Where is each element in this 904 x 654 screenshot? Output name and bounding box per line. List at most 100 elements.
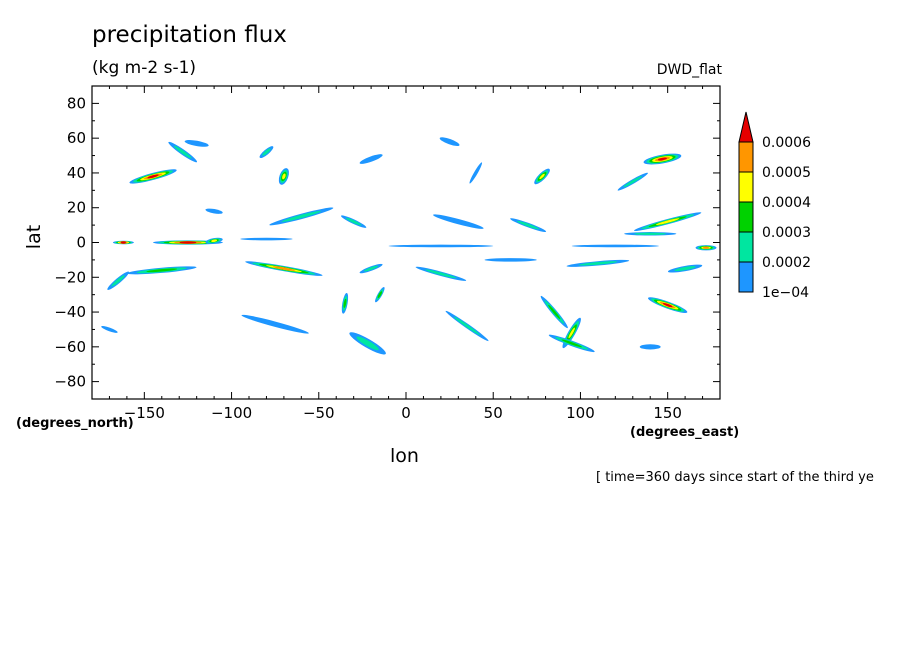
precip-feature [241,314,309,334]
precip-contour-level-1 [173,145,192,159]
precip-contour-level-2 [377,291,383,299]
precip-feature [643,153,682,165]
precip-contour-level-1 [281,210,322,222]
precip-feature [269,207,334,226]
y-tick-label: 40 [67,164,86,182]
precip-contour-level-3 [568,327,575,339]
precip-feature [205,237,223,244]
precip-feature [484,258,537,262]
precip-feature [112,240,134,245]
precip-feature [205,208,223,214]
precip-contour-level-1 [356,336,379,351]
x-units-label: (degrees_east) [630,425,740,440]
precip-contour-level-0 [101,326,118,333]
precip-contour-level-5 [657,157,668,161]
y-tick-label: 20 [67,199,86,217]
y-tick-label: 80 [67,94,86,112]
precip-feature [695,245,717,251]
precip-feature [259,146,274,159]
chart-units: (kg m-2 s-1) [92,58,197,78]
colorbar-label: 0.0004 [762,195,811,211]
colorbar-label: 0.0003 [762,225,811,241]
precip-feature [617,172,648,191]
y-tick-label: −60 [54,338,86,356]
precip-feature [469,162,483,184]
precip-feature [415,266,467,281]
precip-contour-level-3 [539,173,545,180]
precip-feature [101,326,118,333]
x-axis-label: lon [390,445,419,467]
precip-contour-level-2 [146,268,178,273]
precip-feature [278,168,289,185]
dataset-label: DWD_flat [656,62,722,78]
precip-feature [375,287,385,303]
precip-contour-level-3 [211,239,218,243]
colorbar: 1e−04 0.0002 0.0003 0.0004 0.0005 0.0006 [738,111,811,301]
precip-feature [127,266,197,275]
precip-contour-level-1 [578,261,618,266]
precip-feature [433,214,484,229]
precip-contour-level-3 [282,173,286,180]
precip-contour-level-0 [469,162,483,184]
precip-contour-level-0 [639,344,661,350]
precip-contour-level-5 [120,241,126,244]
colorbar-swatch-1 [738,231,754,263]
precip-feature [633,212,702,232]
y-tick-label: −40 [54,303,86,321]
x-tick-label: 100 [566,404,595,422]
precip-contour-level-4 [703,246,710,249]
colorbar-swatch-2 [738,201,754,233]
precip-feature [107,271,129,290]
precip-contour-level-1 [517,220,540,230]
precip-contour-level-1 [425,269,457,279]
precip-feature [571,244,659,248]
time-footnote: [ time=360 days since start of the third… [596,470,874,485]
precip-contour-level-2 [548,304,561,320]
colorbar-label: 0.0002 [762,255,811,271]
precip-feature [534,168,550,185]
precip-feature [340,215,367,228]
precip-contour-level-0 [241,314,309,334]
precip-contour-level-0 [484,258,537,262]
colorbar-label: 0.0006 [762,135,811,151]
precip-feature [349,332,386,355]
precip-feature [341,293,349,314]
y-tick-label: −80 [54,373,86,391]
precip-contour-level-5 [147,174,159,179]
precip-contour-level-1 [111,275,125,287]
precip-contour-level-2 [561,339,582,348]
precip-contour-level-0 [184,140,209,147]
x-tick-label: 50 [484,404,503,422]
precip-feature [359,154,383,164]
precip-feature [245,261,323,276]
precip-contour-level-0 [439,137,460,146]
precip-feature [667,264,703,273]
precip-feature [445,310,489,342]
precip-contour-level-0 [433,214,484,229]
precip-contour-level-1 [345,217,362,226]
y-tick-label: −20 [54,268,86,286]
precip-contour-level-0 [240,237,293,241]
precip-contour-level-2 [343,298,347,308]
precip-contour-level-1 [364,265,379,272]
colorbar-swatch-0 [738,261,754,293]
precip-contour-level-1 [674,266,696,272]
precip-contour-level-1 [453,316,481,336]
precip-feature [240,237,293,241]
colorbar-label: 0.0005 [762,165,811,181]
precip-contour-level-1 [262,148,271,156]
precip-contour-level-1 [634,232,667,236]
colorbar-max-triangle [738,111,754,143]
precip-feature [439,137,460,146]
colorbar-swatch-4 [738,141,754,173]
precip-feature [510,218,547,232]
x-tick-label: −150 [124,404,165,422]
x-tick-label: 150 [653,404,682,422]
precip-feature [540,295,568,329]
precip-contour-level-5 [179,241,197,244]
x-tick-label: −50 [303,404,335,422]
precip-feature [184,140,209,147]
precip-contour-level-5 [662,303,673,308]
chart-title: precipitation flux [92,22,287,48]
